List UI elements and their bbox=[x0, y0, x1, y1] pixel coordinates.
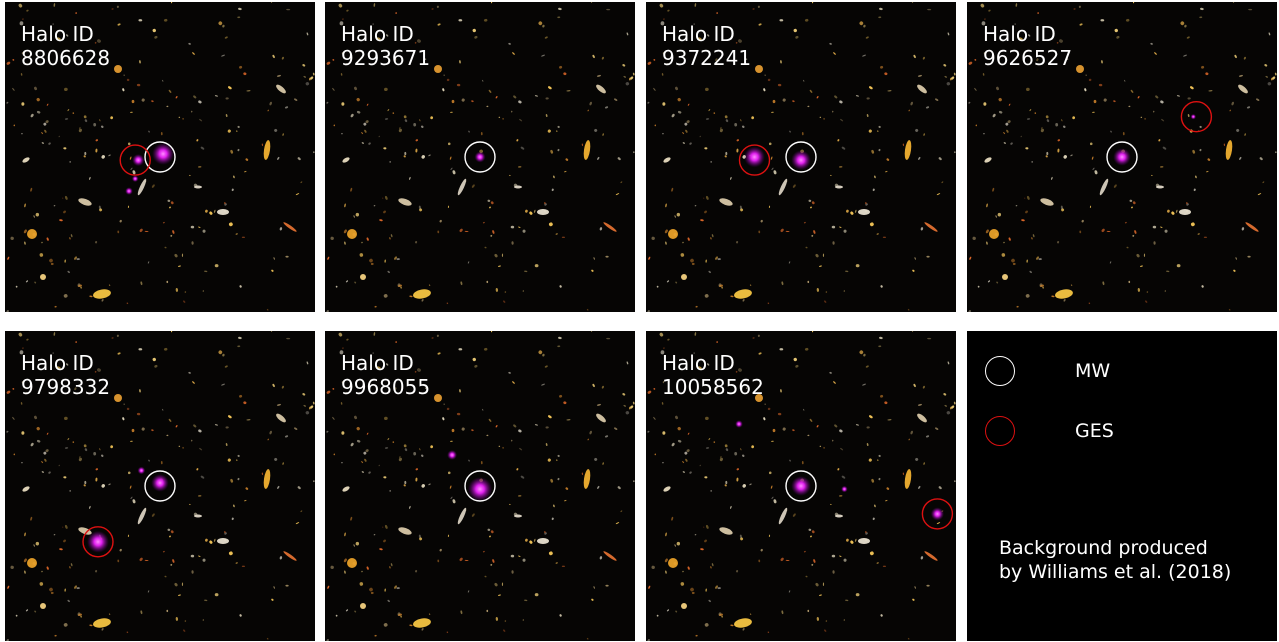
halo-panel: Halo ID 9798332 bbox=[5, 331, 315, 641]
sky-background-image bbox=[6, 2, 315, 312]
halo-blob bbox=[791, 150, 811, 171]
halo-blob bbox=[467, 477, 493, 502]
halo-blob bbox=[474, 151, 486, 163]
sky-background-image bbox=[647, 2, 956, 312]
halo-blob bbox=[841, 485, 848, 493]
halo-blob bbox=[791, 476, 811, 496]
ges-marker-circle bbox=[738, 144, 771, 176]
halo-panel: Halo ID 9293671 bbox=[325, 2, 635, 312]
sky-background-image bbox=[647, 331, 956, 641]
halo-panel: Halo ID 10058562 bbox=[646, 331, 956, 641]
halo-panel: Halo ID 9626527 bbox=[967, 2, 1277, 312]
mw-marker-circle bbox=[464, 141, 496, 173]
mw-marker-circle bbox=[1106, 141, 1138, 173]
halo-blob bbox=[87, 530, 109, 553]
halo-id-label: Halo ID 10058562 bbox=[662, 351, 764, 399]
mw-marker-circle bbox=[785, 141, 817, 173]
halo-blob bbox=[1190, 113, 1197, 120]
halo-panel: Halo ID 9968055 bbox=[325, 331, 635, 641]
halo-blob bbox=[1113, 148, 1131, 166]
background-galaxies bbox=[326, 2, 635, 312]
halo-panel: Halo ID 9372241 bbox=[646, 2, 956, 312]
mw-marker-circle bbox=[144, 470, 176, 502]
background-galaxies bbox=[6, 331, 315, 641]
halo-blob bbox=[151, 474, 169, 492]
ges-marker-circle bbox=[119, 144, 151, 176]
halo-blob bbox=[447, 450, 458, 460]
halo-panel: Halo ID 8806628 bbox=[5, 2, 315, 312]
legend-entry-ges: GES bbox=[985, 416, 1265, 452]
halo-id-label: Halo ID 9293671 bbox=[341, 22, 431, 70]
background-galaxies bbox=[968, 2, 1277, 312]
mw-marker-circle bbox=[464, 470, 496, 502]
halo-blob bbox=[132, 154, 145, 167]
legend-entry-mw: MW bbox=[985, 356, 1265, 392]
background-galaxies bbox=[647, 2, 956, 312]
halo-blob bbox=[930, 507, 944, 521]
halo-blob bbox=[137, 466, 146, 475]
ges-marker-circle bbox=[921, 498, 954, 530]
mw-marker-circle bbox=[144, 141, 176, 173]
background-galaxies bbox=[326, 331, 635, 641]
halo-id-label: Halo ID 9798332 bbox=[21, 351, 111, 399]
background-credit: Background produced by Williams et al. (… bbox=[999, 537, 1232, 583]
background-galaxies bbox=[647, 331, 956, 641]
halo-id-label: Halo ID 9968055 bbox=[341, 351, 431, 399]
red-circle-icon bbox=[985, 416, 1015, 446]
white-circle-icon bbox=[985, 356, 1015, 386]
halo-id-label: Halo ID 9626527 bbox=[983, 22, 1073, 70]
sky-background-image bbox=[326, 2, 635, 312]
halo-id-label: Halo ID 8806628 bbox=[21, 22, 111, 70]
ges-marker-circle bbox=[1180, 100, 1213, 133]
legend-label-ges: GES bbox=[1075, 420, 1114, 442]
halo-blob bbox=[152, 142, 175, 165]
mw-marker-circle bbox=[785, 470, 817, 502]
sky-background-image bbox=[326, 331, 635, 641]
sky-background-image bbox=[968, 2, 1277, 312]
legend-panel: MW GES Background produced by Williams e… bbox=[967, 331, 1277, 641]
legend-label-mw: MW bbox=[1075, 360, 1111, 382]
halo-blob bbox=[125, 187, 133, 195]
background-galaxies bbox=[6, 2, 315, 312]
halo-blob bbox=[744, 146, 765, 168]
halo-blob bbox=[735, 420, 743, 428]
ges-marker-circle bbox=[82, 526, 114, 558]
halo-blob bbox=[131, 175, 139, 182]
sky-background-image bbox=[6, 331, 315, 641]
halo-id-label: Halo ID 9372241 bbox=[662, 22, 752, 70]
